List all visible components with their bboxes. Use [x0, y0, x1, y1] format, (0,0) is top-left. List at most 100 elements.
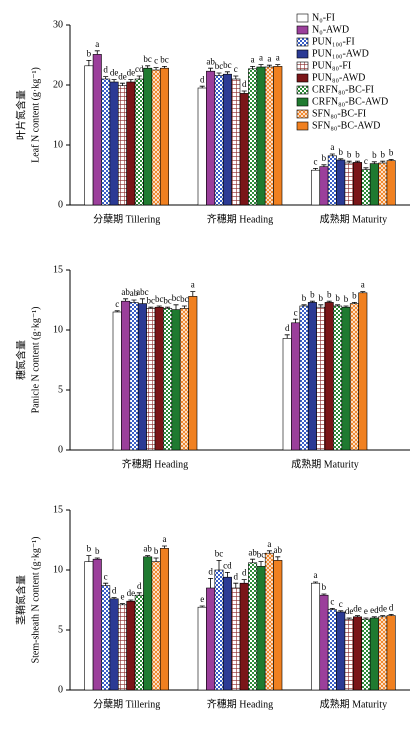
- y-tick-label: 5: [58, 624, 63, 635]
- significance-letter: a: [259, 53, 263, 63]
- significance-letter: b: [352, 290, 357, 300]
- bar: [353, 616, 363, 691]
- error-bar: [338, 158, 344, 160]
- significance-letter: bc: [163, 295, 172, 305]
- significance-letter: a: [276, 53, 280, 63]
- bar: [386, 160, 396, 206]
- bar: [117, 604, 127, 691]
- bar: [344, 162, 354, 206]
- error-bar: [371, 161, 377, 164]
- bar: [101, 78, 111, 206]
- y-tick-label: 15: [53, 504, 63, 515]
- bar: [84, 561, 94, 691]
- significance-letter: cd: [135, 64, 144, 74]
- bar: [327, 609, 337, 691]
- bar: [146, 308, 156, 451]
- significance-letter: b: [322, 582, 327, 592]
- bar: [239, 93, 249, 206]
- significance-letter: ab: [130, 288, 139, 298]
- y-tick-label: 10: [53, 564, 63, 575]
- bar: [84, 65, 94, 206]
- bar: [214, 75, 224, 206]
- error-bar: [309, 300, 315, 303]
- error-bar: [241, 90, 247, 94]
- error-bar: [86, 60, 92, 66]
- significance-letter: b: [154, 546, 159, 556]
- error-bar: [321, 164, 327, 167]
- error-bar: [363, 617, 369, 620]
- error-bar: [275, 64, 281, 67]
- bar: [231, 78, 241, 206]
- bar: [231, 587, 241, 691]
- legend-swatch: [296, 61, 309, 71]
- bar: [282, 338, 292, 451]
- bar: [151, 69, 161, 206]
- significance-letter: bc: [223, 60, 232, 70]
- error-bar: [380, 160, 386, 163]
- significance-letter: bc: [180, 294, 189, 304]
- significance-letter: d: [137, 581, 142, 591]
- x-tick-label: 齐穗期 Heading: [207, 212, 273, 225]
- x-tick-label: 分蘖期 Tillering: [93, 697, 160, 710]
- bar: [361, 618, 371, 691]
- bar: [369, 163, 379, 206]
- significance-letter: ed: [370, 605, 379, 615]
- error-bar: [161, 545, 167, 549]
- significance-letter: bc: [147, 295, 156, 305]
- bar: [143, 67, 153, 206]
- y-tick-label: 30: [53, 19, 63, 30]
- bar: [386, 615, 396, 691]
- y-axis-label: 茎鞘氮含量: [14, 575, 27, 625]
- significance-letter: cd: [223, 560, 232, 570]
- significance-letter: c: [234, 64, 238, 74]
- error-bar: [388, 614, 394, 616]
- bar: [137, 303, 147, 451]
- bar: [273, 66, 283, 206]
- error-bar: [208, 578, 214, 588]
- bar: [327, 155, 337, 206]
- error-bar: [224, 572, 230, 578]
- y-axis-label: Stem-sheath N content (g·kg⁻¹): [30, 537, 41, 664]
- significance-letter: c: [330, 596, 334, 606]
- significance-letter: b: [347, 149, 352, 159]
- error-bar: [123, 298, 129, 302]
- error-bar: [136, 75, 142, 79]
- error-bar: [250, 66, 256, 69]
- error-bar: [94, 557, 100, 560]
- bar: [171, 309, 181, 451]
- legend-swatch: [296, 49, 309, 59]
- x-tick-label: 成熟期 Maturity: [320, 212, 388, 225]
- error-bar: [216, 560, 222, 570]
- bar: [159, 548, 169, 691]
- error-bar: [360, 291, 366, 293]
- bar: [264, 66, 274, 206]
- x-tick-label: 分蘖期 Tillering: [93, 212, 160, 225]
- error-bar: [363, 167, 369, 170]
- significance-letter: d: [242, 79, 247, 89]
- bar: [378, 616, 388, 691]
- significance-letter: b: [322, 153, 327, 163]
- error-bar: [250, 558, 256, 563]
- legend-swatch: [296, 121, 309, 131]
- bar: [324, 302, 334, 451]
- error-bar: [114, 310, 120, 312]
- error-bar: [119, 603, 125, 605]
- bar: [134, 594, 144, 691]
- y-axis-label: 叶片氮含量: [14, 90, 27, 140]
- x-tick-label: 齐穗期 Heading: [122, 457, 188, 470]
- significance-letter: b: [87, 48, 92, 58]
- significance-letter: de: [378, 604, 387, 614]
- significance-letter: b: [355, 149, 360, 159]
- error-bar: [351, 302, 357, 304]
- bar: [222, 73, 232, 206]
- error-bar: [318, 304, 324, 308]
- bar: [311, 169, 321, 206]
- bar: [264, 552, 274, 691]
- significance-letter: b: [338, 147, 343, 157]
- bar: [206, 587, 216, 691]
- significance-letter: de: [110, 68, 119, 78]
- error-bar: [380, 615, 386, 617]
- bar: [333, 305, 343, 451]
- bar: [311, 582, 321, 691]
- y-tick-label: 5: [58, 384, 63, 395]
